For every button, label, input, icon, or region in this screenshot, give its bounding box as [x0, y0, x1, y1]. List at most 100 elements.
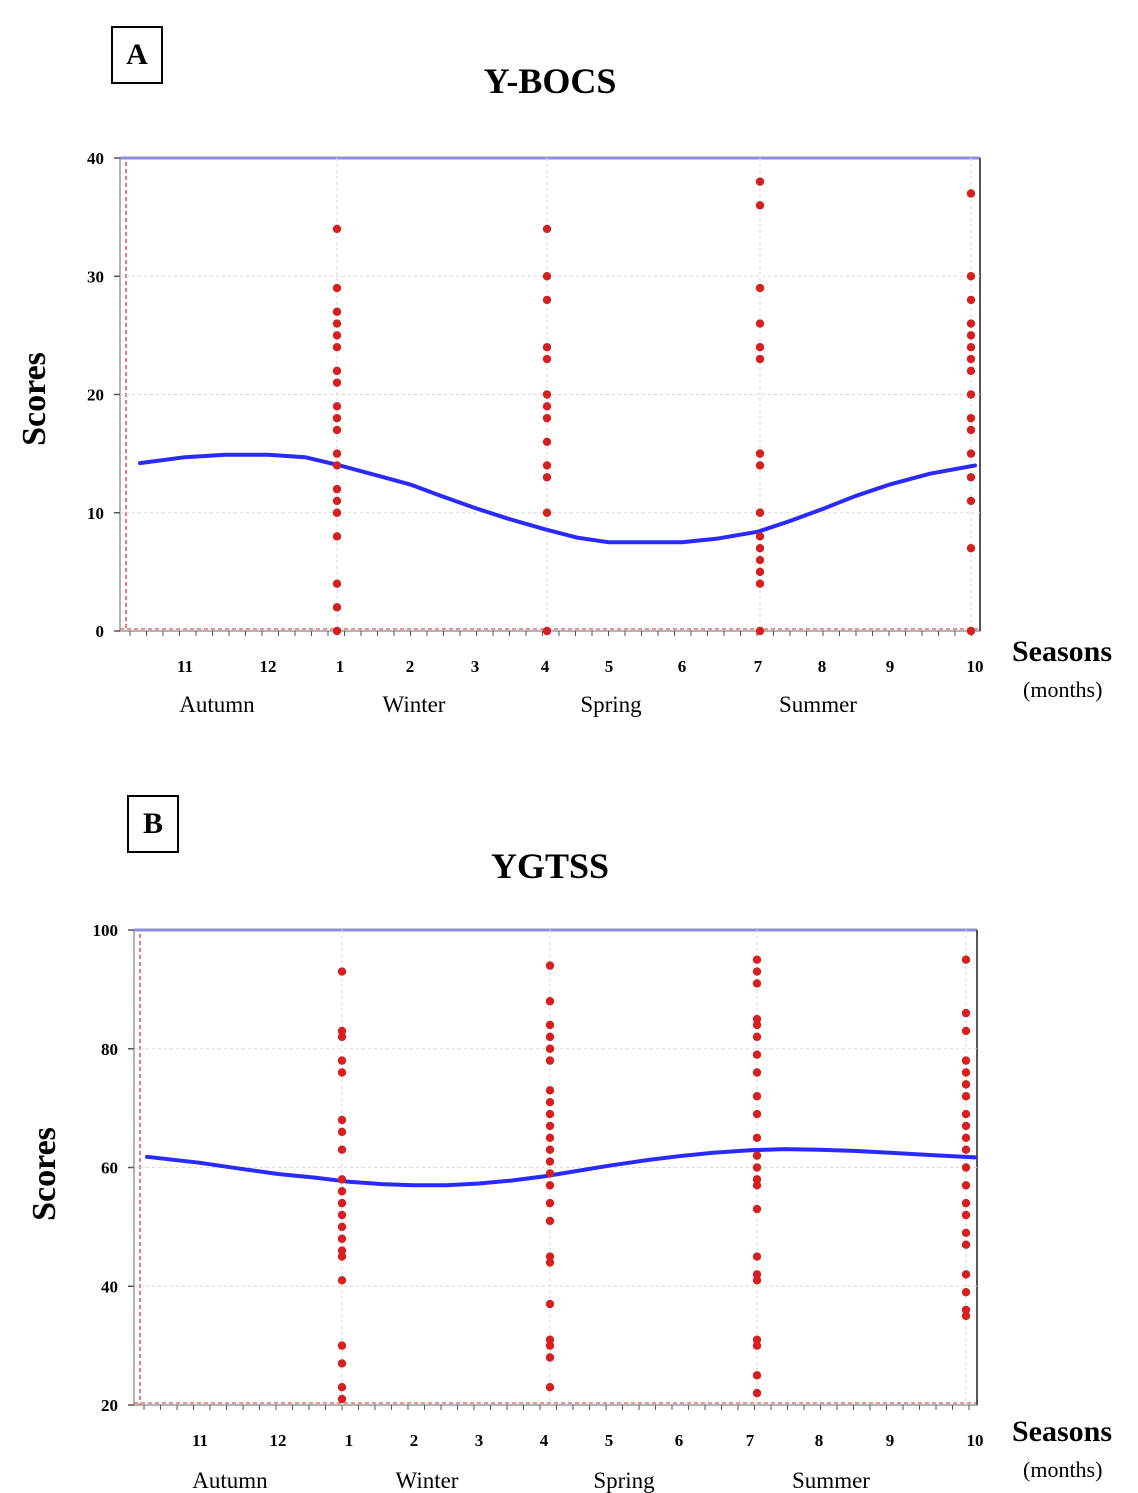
chart-b-data-point [337, 1382, 347, 1392]
chart-b-ytick-label: 100 [93, 921, 119, 940]
chart-b-data-point [337, 1127, 347, 1137]
chart-a-data-point [966, 425, 976, 435]
chart-b-data-point [961, 1240, 971, 1249]
chart-a-month-label: 1 [336, 657, 345, 676]
chart-b-month-label: 5 [605, 1431, 614, 1450]
chart-b-data-point [545, 1044, 555, 1053]
chart-a-trend-line [138, 452, 977, 545]
chart-a-data-point [332, 626, 342, 636]
chart-a-month-label: 2 [406, 657, 415, 676]
chart-b-data-point [752, 1276, 762, 1285]
chart-b-data-point [545, 1032, 555, 1042]
chart-a-data-point [542, 224, 552, 234]
chart-b-data-point [337, 1056, 347, 1065]
chart-a-data-point [966, 366, 976, 376]
chart-b-data-point [961, 1026, 971, 1036]
chart-a-data-point [542, 272, 552, 281]
chart-a-month-label: 12 [260, 657, 277, 676]
chart-b-data-point [752, 1270, 762, 1279]
chart-b-data-point [337, 1115, 347, 1125]
chart-a-data-point [755, 544, 765, 553]
chart-a-data-point [755, 283, 765, 293]
chart-b-data-point [752, 1020, 762, 1030]
chart-a-data-point [332, 496, 342, 506]
chart-a-data-point [542, 461, 552, 470]
chart-a-data-point [332, 413, 342, 423]
chart-b-data-point [337, 1175, 347, 1184]
chart-b-data-point [752, 1092, 762, 1101]
chart-a-data-point [966, 354, 976, 364]
chart-b-data-point [961, 1068, 971, 1077]
chart-a-data-point [542, 343, 552, 352]
chart-a-data-point [966, 295, 976, 305]
chart-b-data-point [752, 967, 762, 976]
chart-b-data-point [545, 1086, 555, 1095]
chart-b-data-point [545, 1341, 555, 1350]
chart-b-ytick-label: 80 [101, 1040, 118, 1059]
chart-a-data-point [332, 461, 342, 470]
chart-a-data-point [332, 484, 342, 494]
chart-a-ytick-label: 0 [96, 622, 105, 641]
chart-b-data-point [545, 1133, 555, 1143]
chart-a-data-point [966, 272, 976, 281]
chart-a-data-point [542, 413, 552, 423]
chart-b-data-point [961, 1228, 971, 1238]
chart-b-season-label: Spring [593, 1468, 655, 1493]
chart-a-data-point [332, 224, 342, 234]
chart-a-data-point [332, 343, 342, 352]
chart-b-data-point [752, 1371, 762, 1380]
chart-a-xlabel-sub: (months) [1023, 677, 1103, 702]
chart-b-data-point [545, 1216, 555, 1226]
chart-a-data-point [332, 331, 342, 340]
chart-b-trend-line [145, 1147, 977, 1188]
chart-b-month-label: 10 [967, 1431, 984, 1450]
chart-a-data-point [542, 508, 552, 517]
chart-b-data-point [337, 1032, 347, 1042]
chart-a-month-label: 4 [541, 657, 550, 676]
chart-a-data-point [755, 343, 765, 352]
chart-a-data-point [755, 508, 765, 517]
chart-a-data-point [332, 532, 342, 541]
chart-b-month-label: 12 [270, 1431, 287, 1450]
chart-a-data-point [966, 626, 976, 636]
chart-b-data-point [752, 1109, 762, 1119]
chart-b-data-point [961, 1092, 971, 1101]
chart-b-data-point [545, 1109, 555, 1119]
chart-a-data-point [542, 402, 552, 411]
chart-a-month-label: 9 [886, 657, 895, 676]
chart-b-data-point [337, 1394, 347, 1404]
chart-b-data-point [337, 1210, 347, 1220]
chart-a-data-point [966, 449, 976, 458]
chart-b-month-label: 2 [410, 1431, 419, 1450]
chart-b-xlabel-sub: (months) [1023, 1457, 1103, 1482]
chart-b-data-point [545, 1157, 555, 1166]
chart-a-ytick-label: 30 [87, 267, 104, 286]
chart-b-data-point [752, 1175, 762, 1184]
chart-b-data-point [337, 1246, 347, 1255]
chart-a-data-point [542, 626, 552, 636]
chart-b-data-point [961, 1080, 971, 1089]
chart-a-data-point [966, 343, 976, 352]
chart-b-data-point [961, 955, 971, 964]
chart-b-data-point [961, 1145, 971, 1154]
chart-a-data-point [332, 319, 342, 328]
chart-b-data-point [337, 1145, 347, 1154]
chart-a-season-label: Spring [580, 692, 642, 717]
chart-b-season-label: Winter [396, 1468, 459, 1493]
chart-a-data-point [755, 532, 765, 541]
chart-a-title: Y-BOCS [483, 61, 617, 101]
chart-b-data-point [961, 1008, 971, 1018]
chart-a-data-point [755, 567, 765, 577]
chart-b-data-point [961, 1311, 971, 1321]
chart-b-data-point [337, 1359, 347, 1368]
chart-b-data-point [752, 1341, 762, 1350]
chart-b-data-point [337, 1252, 347, 1261]
chart-a-data-point [332, 366, 342, 376]
chart-b-data-point [961, 1121, 971, 1131]
chart-a-data-point [332, 425, 342, 435]
chart-b-ytick-label: 20 [101, 1396, 118, 1415]
chart-b-data-point [545, 1121, 555, 1131]
chart-b-data-point [752, 1335, 762, 1344]
chart-a-data-point [966, 319, 976, 328]
